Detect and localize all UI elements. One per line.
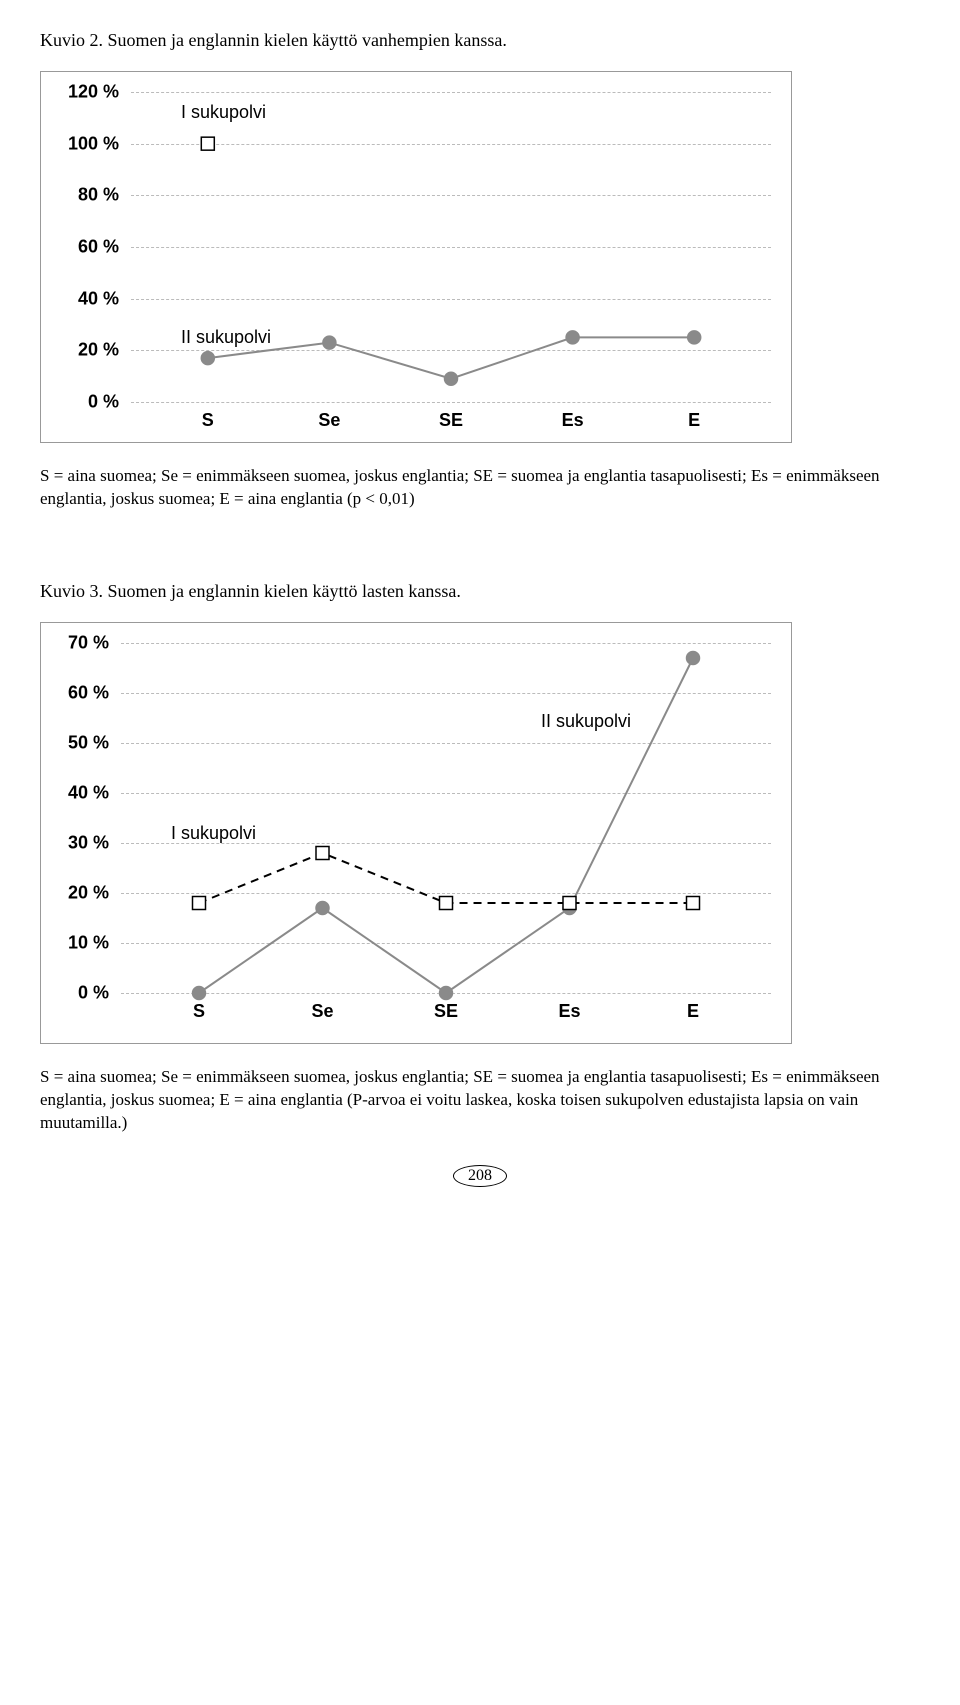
chart-svg [41,72,791,442]
series-ii-marker [316,901,329,914]
legend-series-ii: II sukupolvi [181,327,271,348]
series-i-marker [316,846,329,859]
series-i-marker [201,137,214,150]
figure3-chart: 70 %60 %50 %40 %30 %20 %10 %0 %SSeSEEsEI… [40,622,792,1044]
legend-series-ii: II sukupolvi [541,711,631,732]
series-ii-marker [687,651,700,664]
series-i-marker [563,896,576,909]
series-i-marker [440,896,453,909]
series-i-line [199,853,693,903]
series-ii-marker [323,336,336,349]
page-number-container: 208 [40,1165,920,1187]
legend-series-i: I sukupolvi [181,102,266,123]
series-ii-marker [688,331,701,344]
figure2-chart: 120 %100 %80 %60 %40 %20 %0 %SSeSEEsEI s… [40,71,792,443]
series-i-marker [193,896,206,909]
figure3-description: S = aina suomea; Se = enimmäkseen suomea… [40,1066,920,1135]
chart-svg [41,623,791,1043]
figure3-caption: Kuvio 3. Suomen ja englannin kielen käyt… [40,581,920,602]
series-i-marker [687,896,700,909]
series-ii-marker [193,986,206,999]
series-ii-line [199,658,693,993]
figure2-caption: Kuvio 2. Suomen ja englannin kielen käyt… [40,30,920,51]
figure2-description: S = aina suomea; Se = enimmäkseen suomea… [40,465,920,511]
series-ii-marker [566,331,579,344]
series-ii-marker [445,372,458,385]
legend-series-i: I sukupolvi [171,823,256,844]
series-ii-marker [201,352,214,365]
page-number: 208 [453,1165,507,1187]
series-ii-marker [440,986,453,999]
